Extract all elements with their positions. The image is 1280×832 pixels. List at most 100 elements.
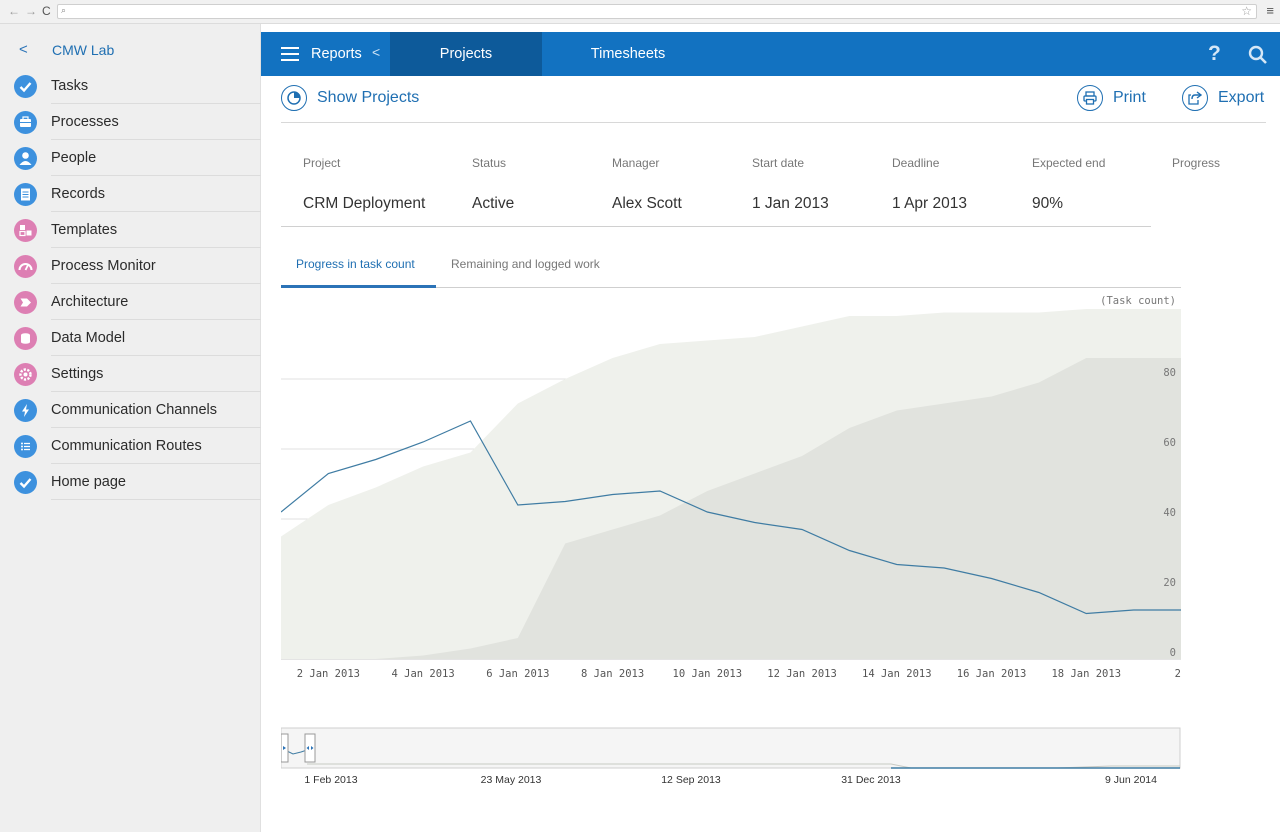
chevron-left-icon[interactable]: < <box>372 44 381 60</box>
navigator-tick-label: 9 Jun 2014 <box>1105 774 1157 786</box>
check-icon <box>14 75 37 98</box>
export-label: Export <box>1218 89 1265 106</box>
x-tick-label: 14 Jan 2013 <box>862 668 932 680</box>
navigator-right-handle[interactable] <box>304 733 316 763</box>
sidebar-item-label: Home page <box>51 474 126 490</box>
navigator-left-handle-arrow-icon <box>283 746 286 750</box>
cell-start-date: 1 Jan 2013 <box>752 195 829 212</box>
hamburger-menu-icon[interactable] <box>281 47 299 61</box>
print-button[interactable]: Print <box>1077 85 1157 113</box>
tab-label: Progress in task count <box>296 257 415 271</box>
tab-projects[interactable]: Projects <box>390 32 542 76</box>
series-line-remaining <box>281 420 1181 615</box>
address-bar[interactable]: ⌕ ☆ <box>57 4 1257 19</box>
tab-timesheets[interactable]: Timesheets <box>542 32 714 76</box>
cell-project: CRM Deployment <box>303 195 426 212</box>
x-tick-label: 8 Jan 2013 <box>581 668 644 680</box>
column-header-deadline: Deadline <box>892 156 940 170</box>
chart-tabs: Progress in task count Remaining and log… <box>281 245 1181 288</box>
gauge-icon <box>14 255 37 278</box>
show-projects-button[interactable]: Show Projects <box>281 85 441 113</box>
print-label: Print <box>1113 89 1146 106</box>
y-tick-label: 0 <box>1170 647 1176 659</box>
sidebar-item-home-page[interactable]: Home page <box>0 464 261 500</box>
sidebar-item-data-model[interactable]: Data Model <box>0 320 261 356</box>
y-tick-label: 40 <box>1163 507 1176 519</box>
x-tick-label: 10 Jan 2013 <box>673 668 743 680</box>
navigator-tick-label: 23 May 2013 <box>481 774 542 786</box>
y-tick-label: 20 <box>1163 577 1176 589</box>
y-axis-label: (Task count) <box>1100 295 1176 307</box>
x-tick-label: 4 Jan 2013 <box>391 668 454 680</box>
sidebar-header[interactable]: < CMW Lab <box>0 32 261 68</box>
sidebar-item-label: Templates <box>51 222 118 238</box>
sidebar-item-label: Processes <box>51 114 119 130</box>
navigator-tick-label: 1 Feb 2013 <box>304 774 357 786</box>
project-table: Project Status Manager Start date Deadli… <box>281 145 1151 227</box>
x-tick-label: 16 Jan 2013 <box>957 668 1027 680</box>
navigator-right-handle-arrow-icon <box>306 746 314 750</box>
navigator-background <box>281 727 1181 769</box>
person-icon <box>14 147 37 170</box>
column-header-progress: Progress <box>1172 156 1221 170</box>
x-tick-label: 12 Jan 2013 <box>767 668 837 680</box>
report-toolbar: Show Projects Print Export <box>281 76 1266 123</box>
range-navigator[interactable]: 1 Feb 2013 23 May 2013 12 Sep 2013 31 Dec 2… <box>281 726 1181 788</box>
printer-icon <box>1077 85 1103 111</box>
tab-progress-in-task-count[interactable]: Progress in task count <box>281 245 436 288</box>
lightning-icon <box>14 399 37 422</box>
document-icon <box>14 183 37 206</box>
sidebar-item-label: Communication Channels <box>51 402 218 418</box>
help-icon[interactable]: ? <box>1208 42 1221 65</box>
sidebar-item-people[interactable]: People <box>0 140 261 176</box>
sidebar-item-tasks[interactable]: Tasks <box>0 68 261 104</box>
sidebar-title[interactable]: CMW Lab <box>52 42 115 58</box>
sidebar-item-label: People <box>51 150 97 166</box>
y-tick-label: 60 <box>1163 437 1176 449</box>
task-count-chart: (Task count) 0 20 40 60 80 2 Jan 2013 4 Jan 2… <box>281 295 1181 680</box>
sidebar-item-processes[interactable]: Processes <box>0 104 261 140</box>
cell-expected-end: 90% <box>1032 195 1064 212</box>
sidebar-item-records[interactable]: Records <box>0 176 261 212</box>
sidebar-item-label: Communication Routes <box>51 438 202 454</box>
architecture-icon <box>14 291 37 314</box>
sidebar-item-settings[interactable]: Settings <box>0 356 261 392</box>
column-header-start-date: Start date <box>752 156 805 170</box>
tab-label: Projects <box>439 46 493 62</box>
browser-menu-icon[interactable]: ≡ <box>1266 3 1274 18</box>
sidebar-item-templates[interactable]: Templates <box>0 212 261 248</box>
reload-icon[interactable]: C <box>42 4 51 18</box>
export-button[interactable]: Export <box>1182 85 1272 113</box>
bookmark-star-icon[interactable]: ☆ <box>1241 4 1252 18</box>
navigator-tick-label: 31 Dec 2013 <box>841 774 901 786</box>
sidebar-item-label: Data Model <box>51 330 126 346</box>
browser-toolbar: ← → C ⌕ ☆ ≡ <box>0 0 1280 24</box>
reports-link[interactable]: Reports <box>311 46 362 62</box>
forward-arrow-icon[interactable]: → <box>25 4 37 18</box>
sidebar-item-communication-channels[interactable]: Communication Channels <box>0 392 261 428</box>
navigator-tick-label: 12 Sep 2013 <box>661 774 721 786</box>
search-icon[interactable] <box>1248 45 1268 70</box>
list-icon <box>14 435 37 458</box>
x-tick-label: 18 Jan 2013 <box>1051 668 1121 680</box>
sidebar-item-architecture[interactable]: Architecture <box>0 284 261 320</box>
sidebar-item-communication-routes[interactable]: Communication Routes <box>0 428 261 464</box>
column-header-manager: Manager <box>612 156 660 170</box>
x-tick-label: 20 <box>1175 668 1181 680</box>
pie-chart-icon <box>281 85 307 111</box>
sidebar-item-process-monitor[interactable]: Process Monitor <box>0 248 261 284</box>
sidebar-item-label: Settings <box>51 366 104 382</box>
tab-remaining-and-logged-work[interactable]: Remaining and logged work <box>436 245 616 288</box>
cell-manager: Alex Scott <box>612 195 682 212</box>
column-header-project: Project <box>303 156 341 170</box>
top-navigation-bar: Reports < Projects Timesheets ? <box>261 32 1280 76</box>
series-area-completed <box>281 358 1181 659</box>
chevron-left-icon[interactable]: < <box>19 41 28 58</box>
column-header-expected-end: Expected end <box>1032 156 1106 170</box>
y-tick-label: 80 <box>1163 367 1176 379</box>
check-icon <box>14 471 37 494</box>
gear-icon <box>14 363 37 386</box>
back-arrow-icon[interactable]: ← <box>8 4 20 18</box>
export-icon <box>1182 85 1208 111</box>
cell-deadline: 1 Apr 2013 <box>892 195 967 212</box>
